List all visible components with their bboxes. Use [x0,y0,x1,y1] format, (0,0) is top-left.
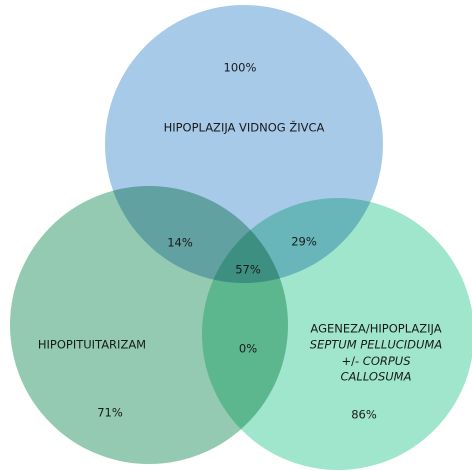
intersection-value: 29% [291,235,317,249]
set-value: 86% [351,408,377,422]
set-label: HIPOPLAZIJA VIDNOG ŽIVCA [164,120,325,135]
set-value: 100% [224,61,257,75]
set-label: HIPOPITUITARIZAM [38,338,146,352]
set-label-line: SEPTUM PELLUCIDUMA [310,338,443,352]
set-label-line: AGENEZA/HIPOPLAZIJA [310,322,441,336]
set-label-line: +/- CORPUS [341,354,410,368]
intersection-value: 57% [235,263,261,277]
set-label-line: CALLOSUMA [341,370,412,384]
label-part: +/- [341,354,359,368]
set-value: 71% [97,406,123,420]
intersection-value: 0% [239,342,257,356]
set-circle-top [105,5,383,283]
label-part: CORPUS [363,354,411,368]
intersection-value: 14% [167,236,193,250]
